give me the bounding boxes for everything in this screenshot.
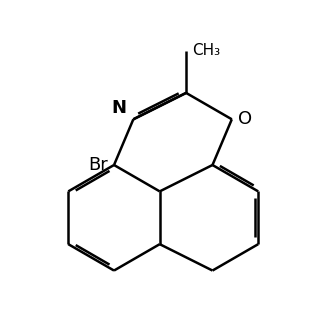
Text: O: O bbox=[238, 110, 252, 128]
Text: N: N bbox=[112, 99, 126, 117]
Text: CH₃: CH₃ bbox=[192, 43, 220, 58]
Text: Br: Br bbox=[88, 156, 108, 174]
